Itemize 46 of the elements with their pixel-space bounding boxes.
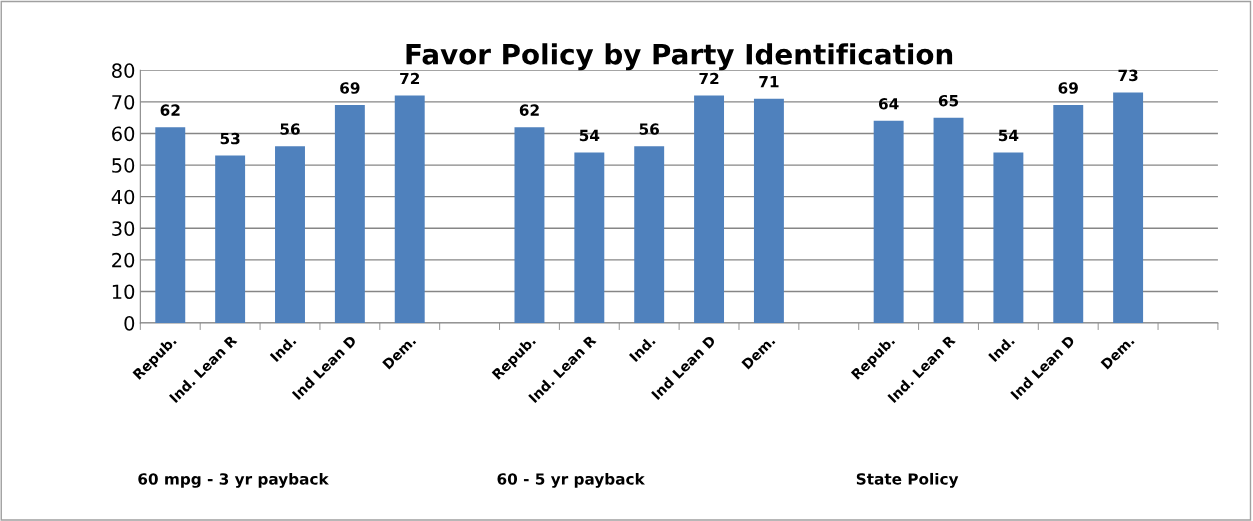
bar: [215, 155, 246, 324]
bar: [155, 127, 186, 324]
bar: [1113, 92, 1144, 324]
text: 60 mpg - 3 yr payback: [138, 472, 329, 488]
x-tick-label: Ind.: [628, 335, 656, 363]
bar: [634, 146, 665, 324]
data-label: 53: [220, 132, 240, 145]
chart-title: Favor Policy by Party Identification: [406, 43, 953, 71]
y-tick-label: 20: [112, 252, 135, 268]
data-label: 69: [340, 82, 360, 94]
data-label: 71: [759, 76, 779, 88]
bar: [275, 146, 305, 324]
y-tick-label: 50: [112, 158, 135, 173]
data-label: 73: [1118, 69, 1138, 82]
bar: [933, 117, 964, 324]
data-label: 56: [639, 123, 659, 135]
y-tick-label: 70: [112, 94, 135, 110]
data-label: 72: [699, 72, 719, 85]
bar: [394, 95, 425, 324]
data-label: 62: [160, 104, 180, 116]
bar: [514, 127, 545, 324]
y-tick-label: 80: [112, 63, 135, 78]
bar: [574, 152, 605, 324]
data-label: 54: [579, 129, 600, 142]
y-tick-label: 60: [112, 126, 135, 142]
bar: [334, 105, 365, 324]
bar: [753, 98, 784, 324]
text: State Policy: [856, 472, 959, 488]
data-label: 65: [938, 94, 959, 107]
y-tick-label: 30: [112, 221, 135, 236]
text: 60 - 5 yr payback: [497, 472, 646, 488]
data-label: 64: [878, 98, 899, 110]
x-tick-label: Ind.: [269, 335, 297, 363]
data-label: 56: [280, 123, 300, 135]
data-label: 54: [998, 129, 1019, 142]
x-tick-label: Ind.: [987, 335, 1015, 363]
data-label: 72: [400, 72, 420, 85]
y-tick-label: 10: [112, 284, 135, 300]
y-tick-label: 40: [111, 189, 135, 205]
bar: [873, 120, 904, 324]
bar: [1053, 105, 1084, 324]
data-label: 62: [519, 104, 539, 116]
y-tick-label: 0: [124, 315, 135, 331]
bar: [694, 95, 725, 324]
data-label: 69: [1058, 82, 1078, 94]
bar: [993, 152, 1024, 324]
